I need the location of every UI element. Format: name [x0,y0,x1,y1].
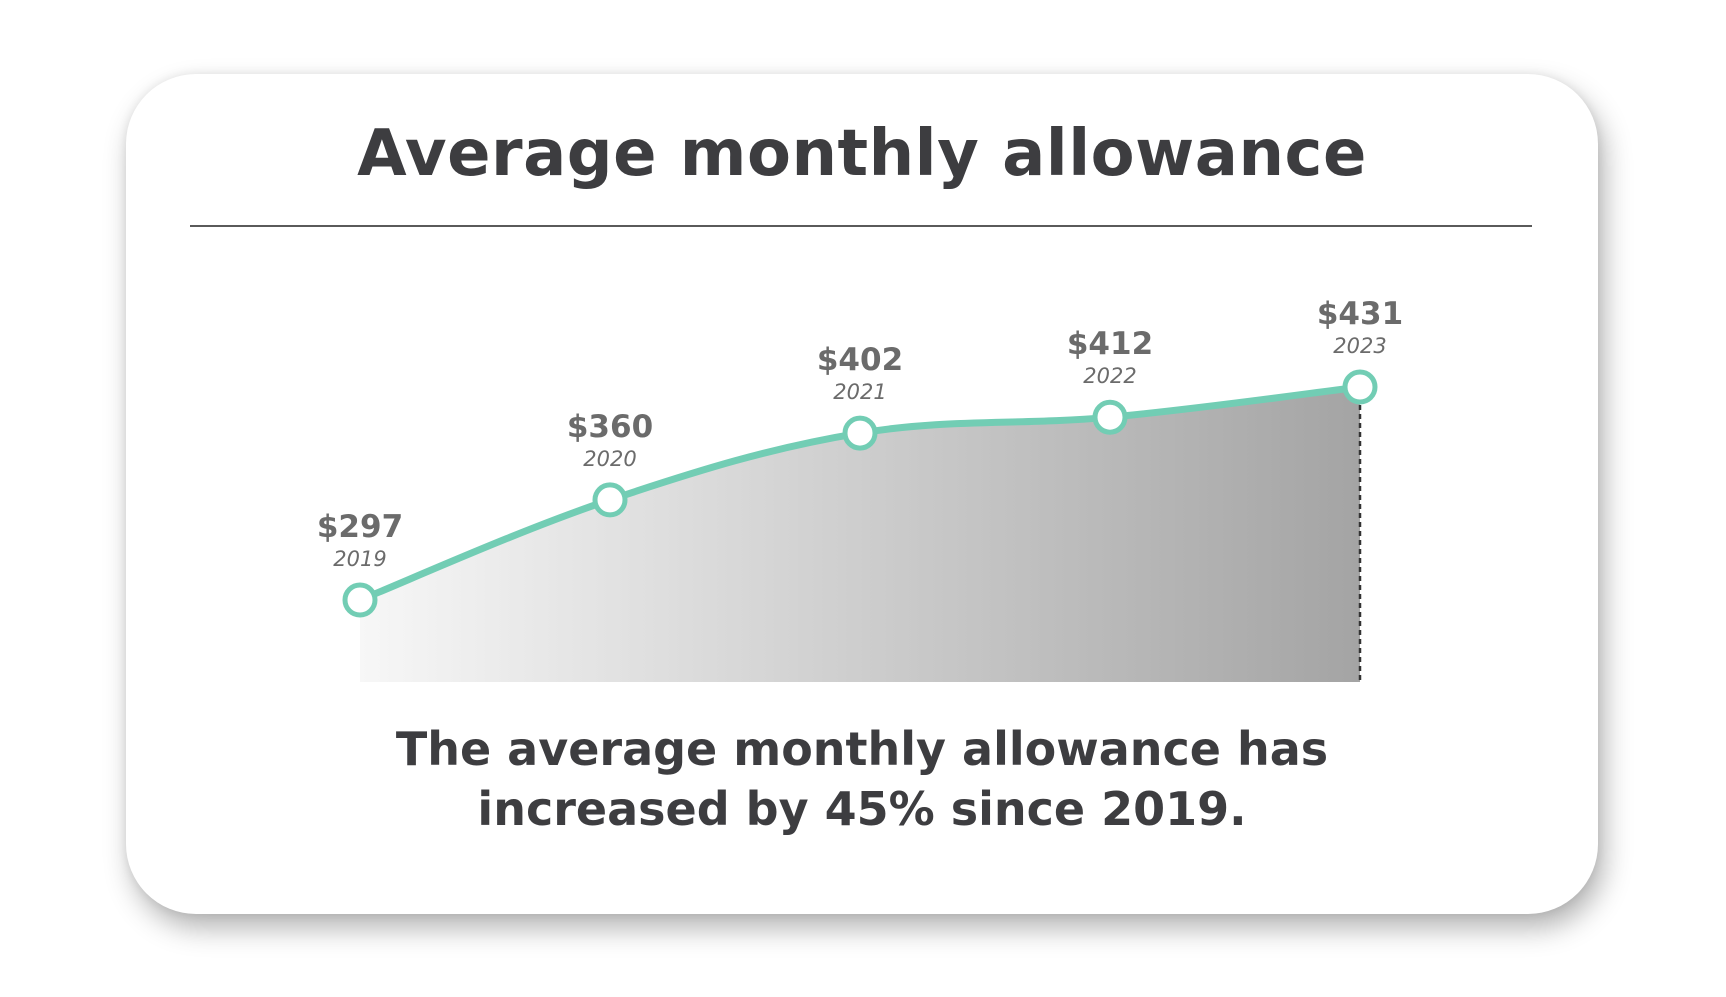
title-divider [190,225,1532,227]
year-label-2022: 2022 [1083,364,1136,388]
data-point-2022 [1092,399,1128,435]
chart-title: Average monthly allowance [357,117,1367,191]
value-label-2022: $412 [1067,326,1153,362]
year-label-2023: 2023 [1333,334,1386,358]
data-point-2019 [342,582,378,618]
summary-caption: The average monthly allowance has increa… [126,719,1598,839]
value-label-2023: $431 [1317,296,1403,332]
data-point-2023 [1342,369,1378,405]
data-point-2020 [592,482,628,518]
year-label-2020: 2020 [583,447,636,471]
value-label-2019: $297 [317,509,403,545]
year-label-2021: 2021 [833,380,886,404]
caption-line-2: increased by 45% since 2019. [477,782,1247,836]
value-label-2021: $402 [817,342,903,378]
chart-card: Average monthly allowance $297 2019 $360 20… [126,74,1598,914]
value-label-2020: $360 [567,409,653,445]
caption-line-1: The average monthly allowance has [395,722,1329,776]
area-fill [360,387,1360,682]
year-label-2019: 2019 [333,547,386,571]
data-point-2021 [842,415,878,451]
